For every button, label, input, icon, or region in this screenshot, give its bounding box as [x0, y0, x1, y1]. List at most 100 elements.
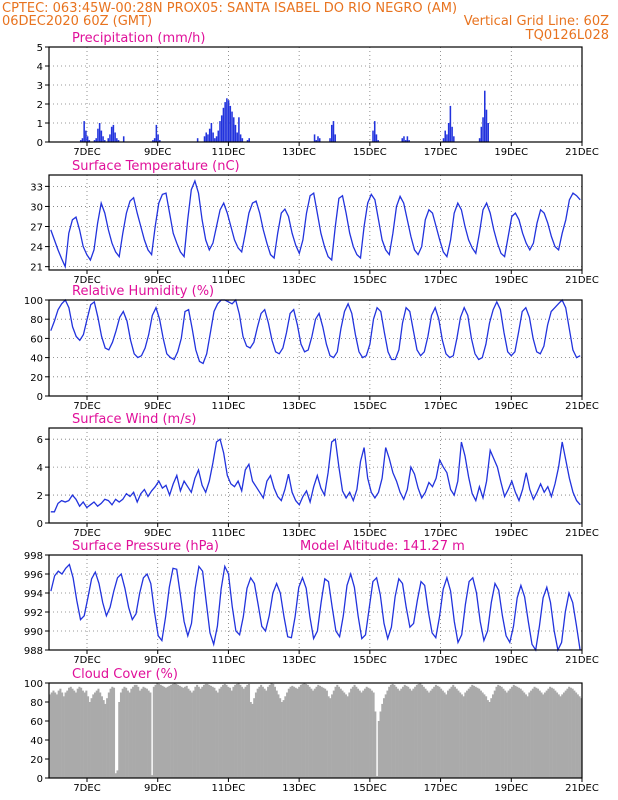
cloud-bar — [524, 694, 527, 778]
y-tick-label: 6 — [37, 435, 43, 446]
y-tick-label: 988 — [24, 646, 43, 657]
x-tick-label: 15DEC — [353, 783, 387, 794]
precip-bar — [81, 138, 84, 142]
x-tick-label: 9DEC — [144, 655, 171, 666]
cloud-bar — [111, 686, 114, 778]
cloud-bar — [166, 686, 169, 778]
precip-bar — [159, 140, 161, 142]
precip-bar — [485, 109, 488, 142]
cloud-bar — [561, 694, 564, 778]
cloud-bar — [341, 690, 344, 778]
cloud-bar — [57, 690, 60, 778]
x-tick-label: 13DEC — [282, 275, 316, 286]
panel-title: Relative Humidity (%) — [72, 284, 214, 299]
cloud-bar — [216, 692, 219, 778]
cloud-bar — [324, 688, 327, 778]
plot-frame — [48, 174, 583, 271]
cloud-bar — [85, 690, 88, 778]
cloud-bar — [376, 776, 379, 778]
cloud-bar — [196, 684, 199, 778]
precip-bar — [203, 136, 206, 142]
cloud-bar — [189, 690, 192, 778]
cloud-bar — [511, 686, 514, 778]
precip-bar — [207, 134, 209, 142]
y-tick-label: 27 — [30, 223, 43, 234]
x-tick-label: 9DEC — [144, 401, 171, 412]
cloud-bar — [192, 690, 195, 778]
cloud-bar — [557, 694, 560, 778]
cloud-bar — [301, 683, 304, 778]
precip-bar — [401, 138, 404, 142]
cloud-bar — [357, 688, 360, 778]
cloud-bar — [298, 686, 301, 778]
cloud-bar — [121, 688, 124, 778]
cloud-bar — [571, 688, 574, 778]
cloud-bar — [277, 694, 280, 778]
precip-bar — [153, 138, 156, 142]
cloud-bar — [249, 702, 252, 778]
cloud-bar — [73, 690, 76, 778]
y-tick-label: 4 — [37, 463, 43, 474]
cloud-bar — [436, 685, 439, 778]
x-tick-label: 19DEC — [494, 655, 528, 666]
x-tick-label: 19DEC — [494, 528, 528, 539]
cloud-bar — [538, 690, 541, 778]
precip-bar — [214, 138, 216, 142]
precip-bar — [375, 134, 378, 142]
precip-bar — [226, 98, 228, 142]
precip-bar — [110, 126, 113, 142]
cloud-bar — [78, 686, 81, 778]
series-line-relative-humidity — [50, 298, 581, 365]
cloud-bar — [362, 690, 365, 778]
cloud-bar — [228, 687, 232, 778]
precip-bar — [229, 105, 232, 142]
cloud-bar — [377, 721, 380, 778]
cloud-bar — [549, 686, 552, 778]
cloud-bar — [407, 686, 410, 778]
cloud-bar — [540, 692, 543, 778]
cloud-bar — [126, 690, 129, 778]
x-tick-label: 19DEC — [494, 783, 528, 794]
cloud-bar — [199, 688, 202, 778]
precip-bar — [208, 128, 211, 142]
cloud-bar — [145, 688, 148, 778]
y-tick-label: 994 — [24, 589, 43, 600]
cloud-bar — [542, 694, 545, 778]
y-tick-label: 1 — [37, 119, 43, 130]
cloud-bar — [74, 692, 77, 778]
cloud-bar — [344, 694, 347, 778]
x-tick-label: 17DEC — [424, 783, 458, 794]
cloud-bar — [322, 687, 325, 778]
x-tick-label: 21DEC — [565, 528, 599, 539]
x-tick-label: 13DEC — [282, 401, 316, 412]
cloud-bar — [234, 684, 237, 778]
cloud-bar — [398, 690, 401, 778]
cloud-bar — [462, 696, 465, 778]
cloud-bar — [62, 696, 65, 778]
cloud-bar — [187, 688, 190, 778]
cloud-bar — [514, 685, 517, 778]
cloud-bar — [272, 683, 275, 778]
panel-title: Cloud Cover (%) — [72, 667, 178, 682]
cloud-bar — [400, 688, 403, 778]
precip-bar — [317, 136, 319, 142]
cloud-bar — [279, 698, 282, 778]
precip-bar — [98, 123, 101, 142]
precip-bar — [313, 134, 316, 142]
cloud-bar — [346, 696, 349, 778]
panel-title: Surface Pressure (hPa) — [72, 539, 219, 554]
precip-bar — [483, 90, 486, 142]
precip-bar — [117, 140, 120, 142]
x-tick-label: 7DEC — [73, 783, 100, 794]
precip-bar — [219, 121, 221, 142]
precip-bar — [447, 123, 450, 142]
cloud-bar — [498, 685, 501, 778]
cloud-bar — [69, 686, 72, 778]
precip-bar — [248, 138, 250, 142]
cloud-bar — [135, 684, 138, 778]
cloud-bar — [223, 683, 226, 778]
cloud-bar — [424, 688, 427, 778]
precip-bar — [442, 138, 445, 142]
y-tick-label: 4 — [37, 62, 43, 73]
cloud-bar — [457, 690, 460, 778]
